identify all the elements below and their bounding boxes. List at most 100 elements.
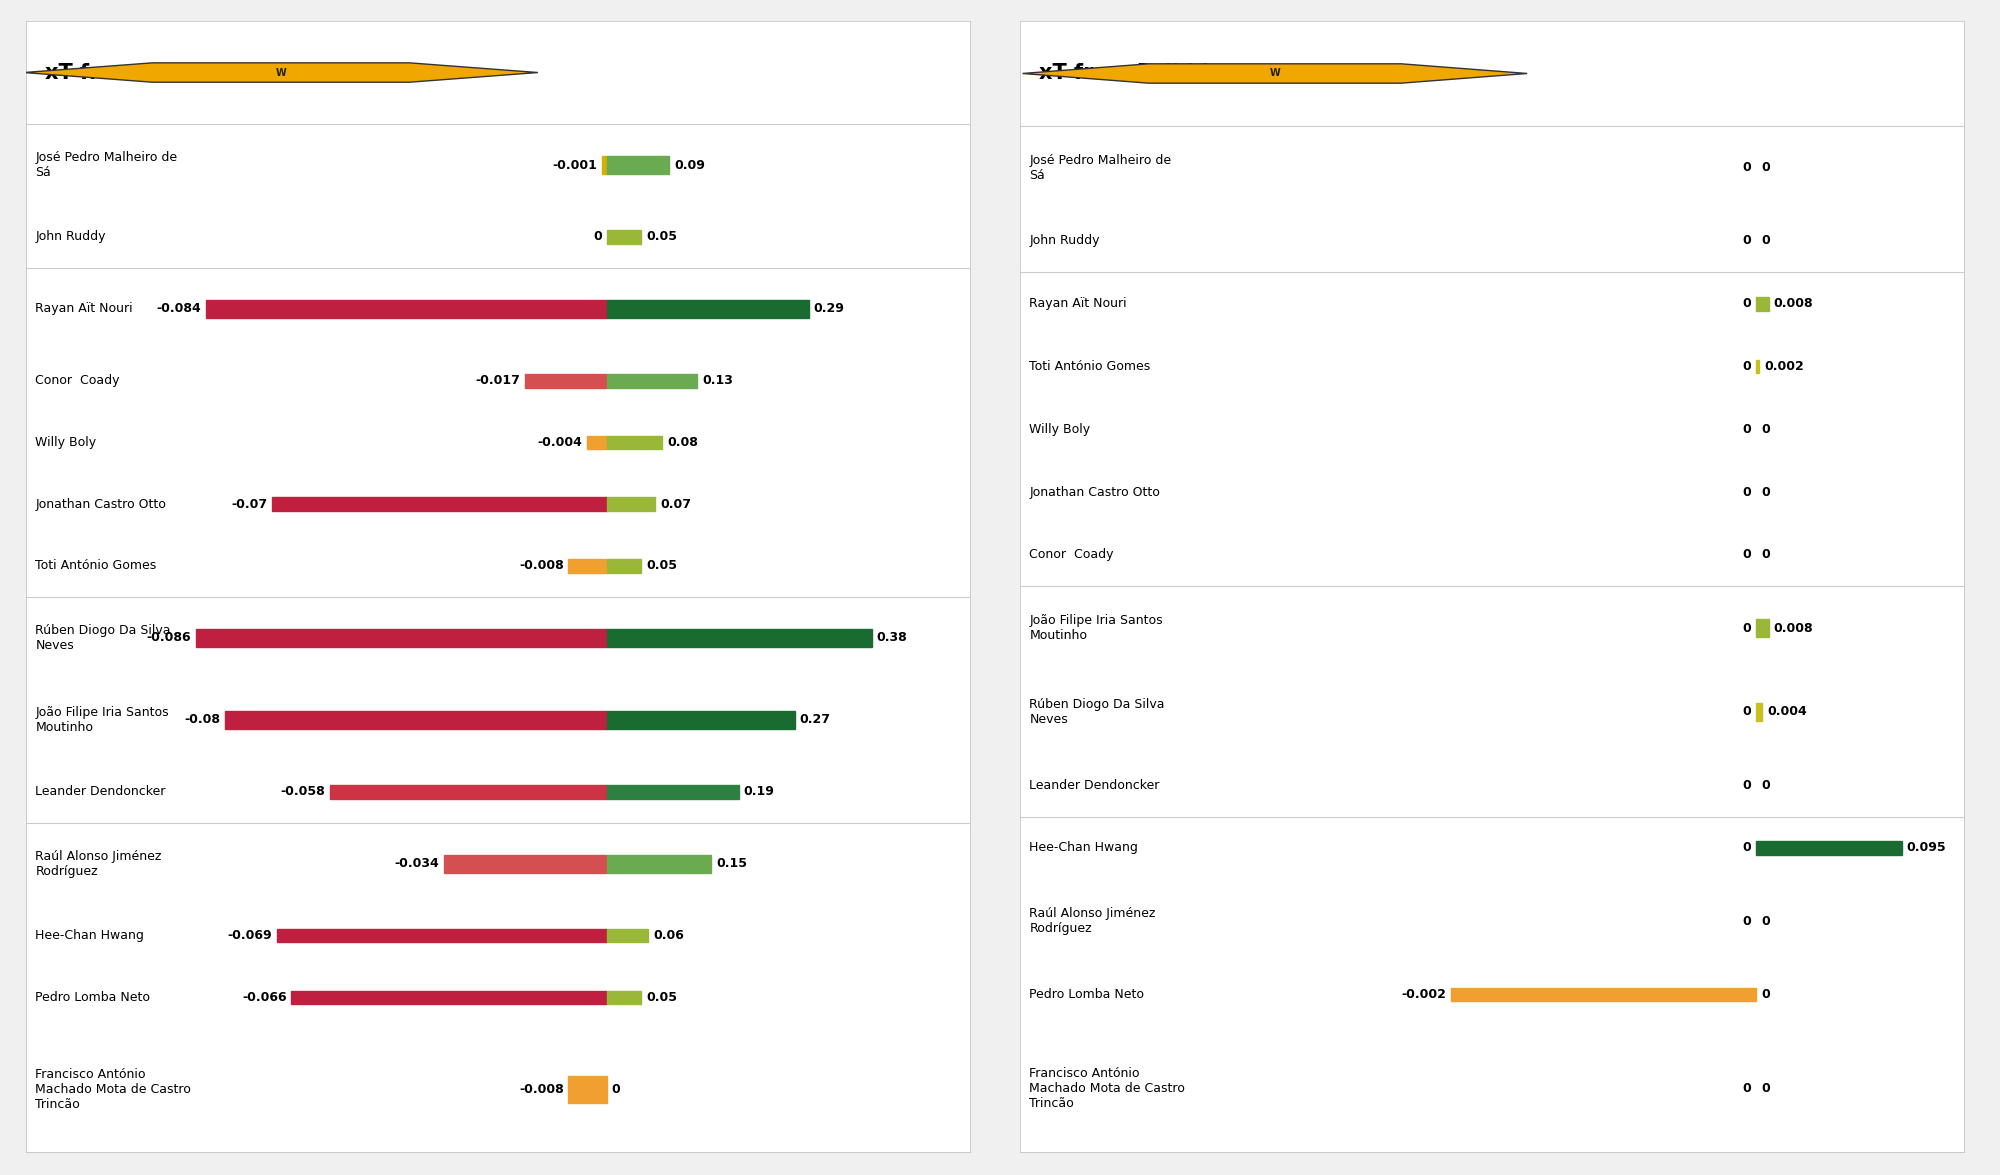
Text: -0.004: -0.004: [538, 436, 582, 449]
Text: xT from Passes: xT from Passes: [44, 62, 224, 82]
Bar: [1756, 297, 1768, 310]
Text: 0: 0: [1742, 1082, 1752, 1095]
Bar: [1756, 841, 1902, 855]
Text: xT from Dribbles: xT from Dribbles: [1038, 63, 1236, 83]
Text: W: W: [276, 67, 286, 78]
Bar: [606, 230, 642, 243]
Bar: [606, 711, 794, 728]
Text: 0.07: 0.07: [660, 498, 692, 511]
Text: John Ruddy: John Ruddy: [1030, 235, 1100, 248]
Bar: [1756, 703, 1762, 721]
Text: 0: 0: [1762, 485, 1770, 498]
Bar: [606, 854, 712, 873]
Text: Hee-Chan Hwang: Hee-Chan Hwang: [1030, 841, 1138, 854]
Text: Francisco António
Machado Mota de Castro
Trincão: Francisco António Machado Mota de Castro…: [36, 1068, 192, 1112]
Bar: [206, 300, 606, 318]
Text: 0.008: 0.008: [1774, 297, 1812, 310]
Text: Raúl Alonso Jiménez
Rodríguez: Raúl Alonso Jiménez Rodríguez: [1030, 907, 1156, 935]
Text: -0.008: -0.008: [518, 559, 564, 572]
Text: Willy Boly: Willy Boly: [1030, 423, 1090, 436]
Text: 0.08: 0.08: [668, 436, 698, 449]
Text: 0.29: 0.29: [814, 302, 844, 315]
Text: 0: 0: [1742, 705, 1752, 718]
Bar: [224, 711, 606, 728]
Text: 0: 0: [1742, 235, 1752, 248]
Text: Raúl Alonso Jiménez
Rodríguez: Raúl Alonso Jiménez Rodríguez: [36, 850, 162, 878]
Bar: [606, 436, 662, 449]
Text: Leander Dendoncker: Leander Dendoncker: [1030, 779, 1160, 792]
Bar: [606, 156, 670, 174]
Text: Francisco António
Machado Mota de Castro
Trincão: Francisco António Machado Mota de Castro…: [1030, 1067, 1186, 1110]
Text: José Pedro Malheiro de
Sá: José Pedro Malheiro de Sá: [36, 152, 178, 179]
Text: Jonathan Castro Otto: Jonathan Castro Otto: [36, 498, 166, 511]
Bar: [606, 991, 642, 1005]
Text: 0: 0: [1762, 1082, 1770, 1095]
Text: -0.08: -0.08: [184, 713, 220, 726]
Text: Willy Boly: Willy Boly: [36, 436, 96, 449]
Text: Pedro Lomba Neto: Pedro Lomba Neto: [1030, 988, 1144, 1001]
Text: 0: 0: [1762, 549, 1770, 562]
Text: 0: 0: [1762, 988, 1770, 1001]
Text: 0: 0: [1762, 779, 1770, 792]
Text: Toti António Gomes: Toti António Gomes: [1030, 360, 1150, 372]
Bar: [196, 629, 606, 646]
Text: -0.034: -0.034: [394, 858, 440, 871]
Text: 0: 0: [1742, 360, 1752, 372]
Text: José Pedro Malheiro de
Sá: José Pedro Malheiro de Sá: [1030, 154, 1172, 182]
Bar: [606, 300, 808, 318]
Text: Leander Dendoncker: Leander Dendoncker: [36, 785, 166, 798]
Text: 0: 0: [1762, 915, 1770, 928]
Text: -0.084: -0.084: [156, 302, 200, 315]
Text: 0.095: 0.095: [1906, 841, 1946, 854]
Bar: [606, 374, 698, 388]
Text: 0.13: 0.13: [702, 375, 732, 388]
Text: John Ruddy: John Ruddy: [36, 230, 106, 243]
Text: 0: 0: [1742, 779, 1752, 792]
Text: 0: 0: [1742, 549, 1752, 562]
Bar: [330, 785, 606, 799]
Text: Conor  Coady: Conor Coady: [1030, 549, 1114, 562]
Text: Rayan Aït Nouri: Rayan Aït Nouri: [36, 302, 134, 315]
Text: 0.38: 0.38: [876, 631, 908, 644]
Text: 0: 0: [1742, 423, 1752, 436]
Text: 0.002: 0.002: [1764, 360, 1804, 372]
Bar: [568, 559, 606, 572]
Bar: [272, 497, 606, 511]
Text: 0: 0: [1742, 915, 1752, 928]
Text: -0.069: -0.069: [228, 929, 272, 942]
Bar: [606, 497, 656, 511]
Text: -0.008: -0.008: [518, 1083, 564, 1096]
Text: Hee-Chan Hwang: Hee-Chan Hwang: [36, 929, 144, 942]
Bar: [526, 374, 606, 388]
Text: 0.27: 0.27: [800, 713, 830, 726]
Text: 0.004: 0.004: [1768, 705, 1806, 718]
Text: 0.008: 0.008: [1774, 622, 1812, 634]
Text: -0.07: -0.07: [232, 498, 268, 511]
Text: 0: 0: [1762, 423, 1770, 436]
Bar: [606, 785, 740, 799]
Bar: [1756, 619, 1768, 637]
Text: Rúben Diogo Da Silva
Neves: Rúben Diogo Da Silva Neves: [36, 624, 170, 652]
Text: Jonathan Castro Otto: Jonathan Castro Otto: [1030, 485, 1160, 498]
Bar: [588, 436, 606, 449]
Text: João Filipe Iria Santos
Moutinho: João Filipe Iria Santos Moutinho: [1030, 615, 1164, 643]
Text: Pedro Lomba Neto: Pedro Lomba Neto: [36, 991, 150, 1003]
Bar: [444, 854, 606, 873]
Text: 0: 0: [1762, 161, 1770, 174]
Text: 0.05: 0.05: [646, 559, 678, 572]
Bar: [606, 559, 642, 572]
Text: 0.15: 0.15: [716, 858, 746, 871]
Bar: [606, 629, 872, 646]
Text: João Filipe Iria Santos
Moutinho: João Filipe Iria Santos Moutinho: [36, 706, 170, 734]
Text: 0: 0: [1742, 161, 1752, 174]
Text: -0.001: -0.001: [552, 159, 598, 172]
Text: -0.066: -0.066: [242, 991, 286, 1003]
Bar: [568, 1076, 606, 1103]
Text: 0: 0: [1742, 297, 1752, 310]
Text: 0.05: 0.05: [646, 230, 678, 243]
Bar: [602, 156, 606, 174]
Text: 0: 0: [1742, 841, 1752, 854]
Text: 0.09: 0.09: [674, 159, 704, 172]
Text: 0: 0: [1762, 235, 1770, 248]
Text: Conor  Coady: Conor Coady: [36, 375, 120, 388]
